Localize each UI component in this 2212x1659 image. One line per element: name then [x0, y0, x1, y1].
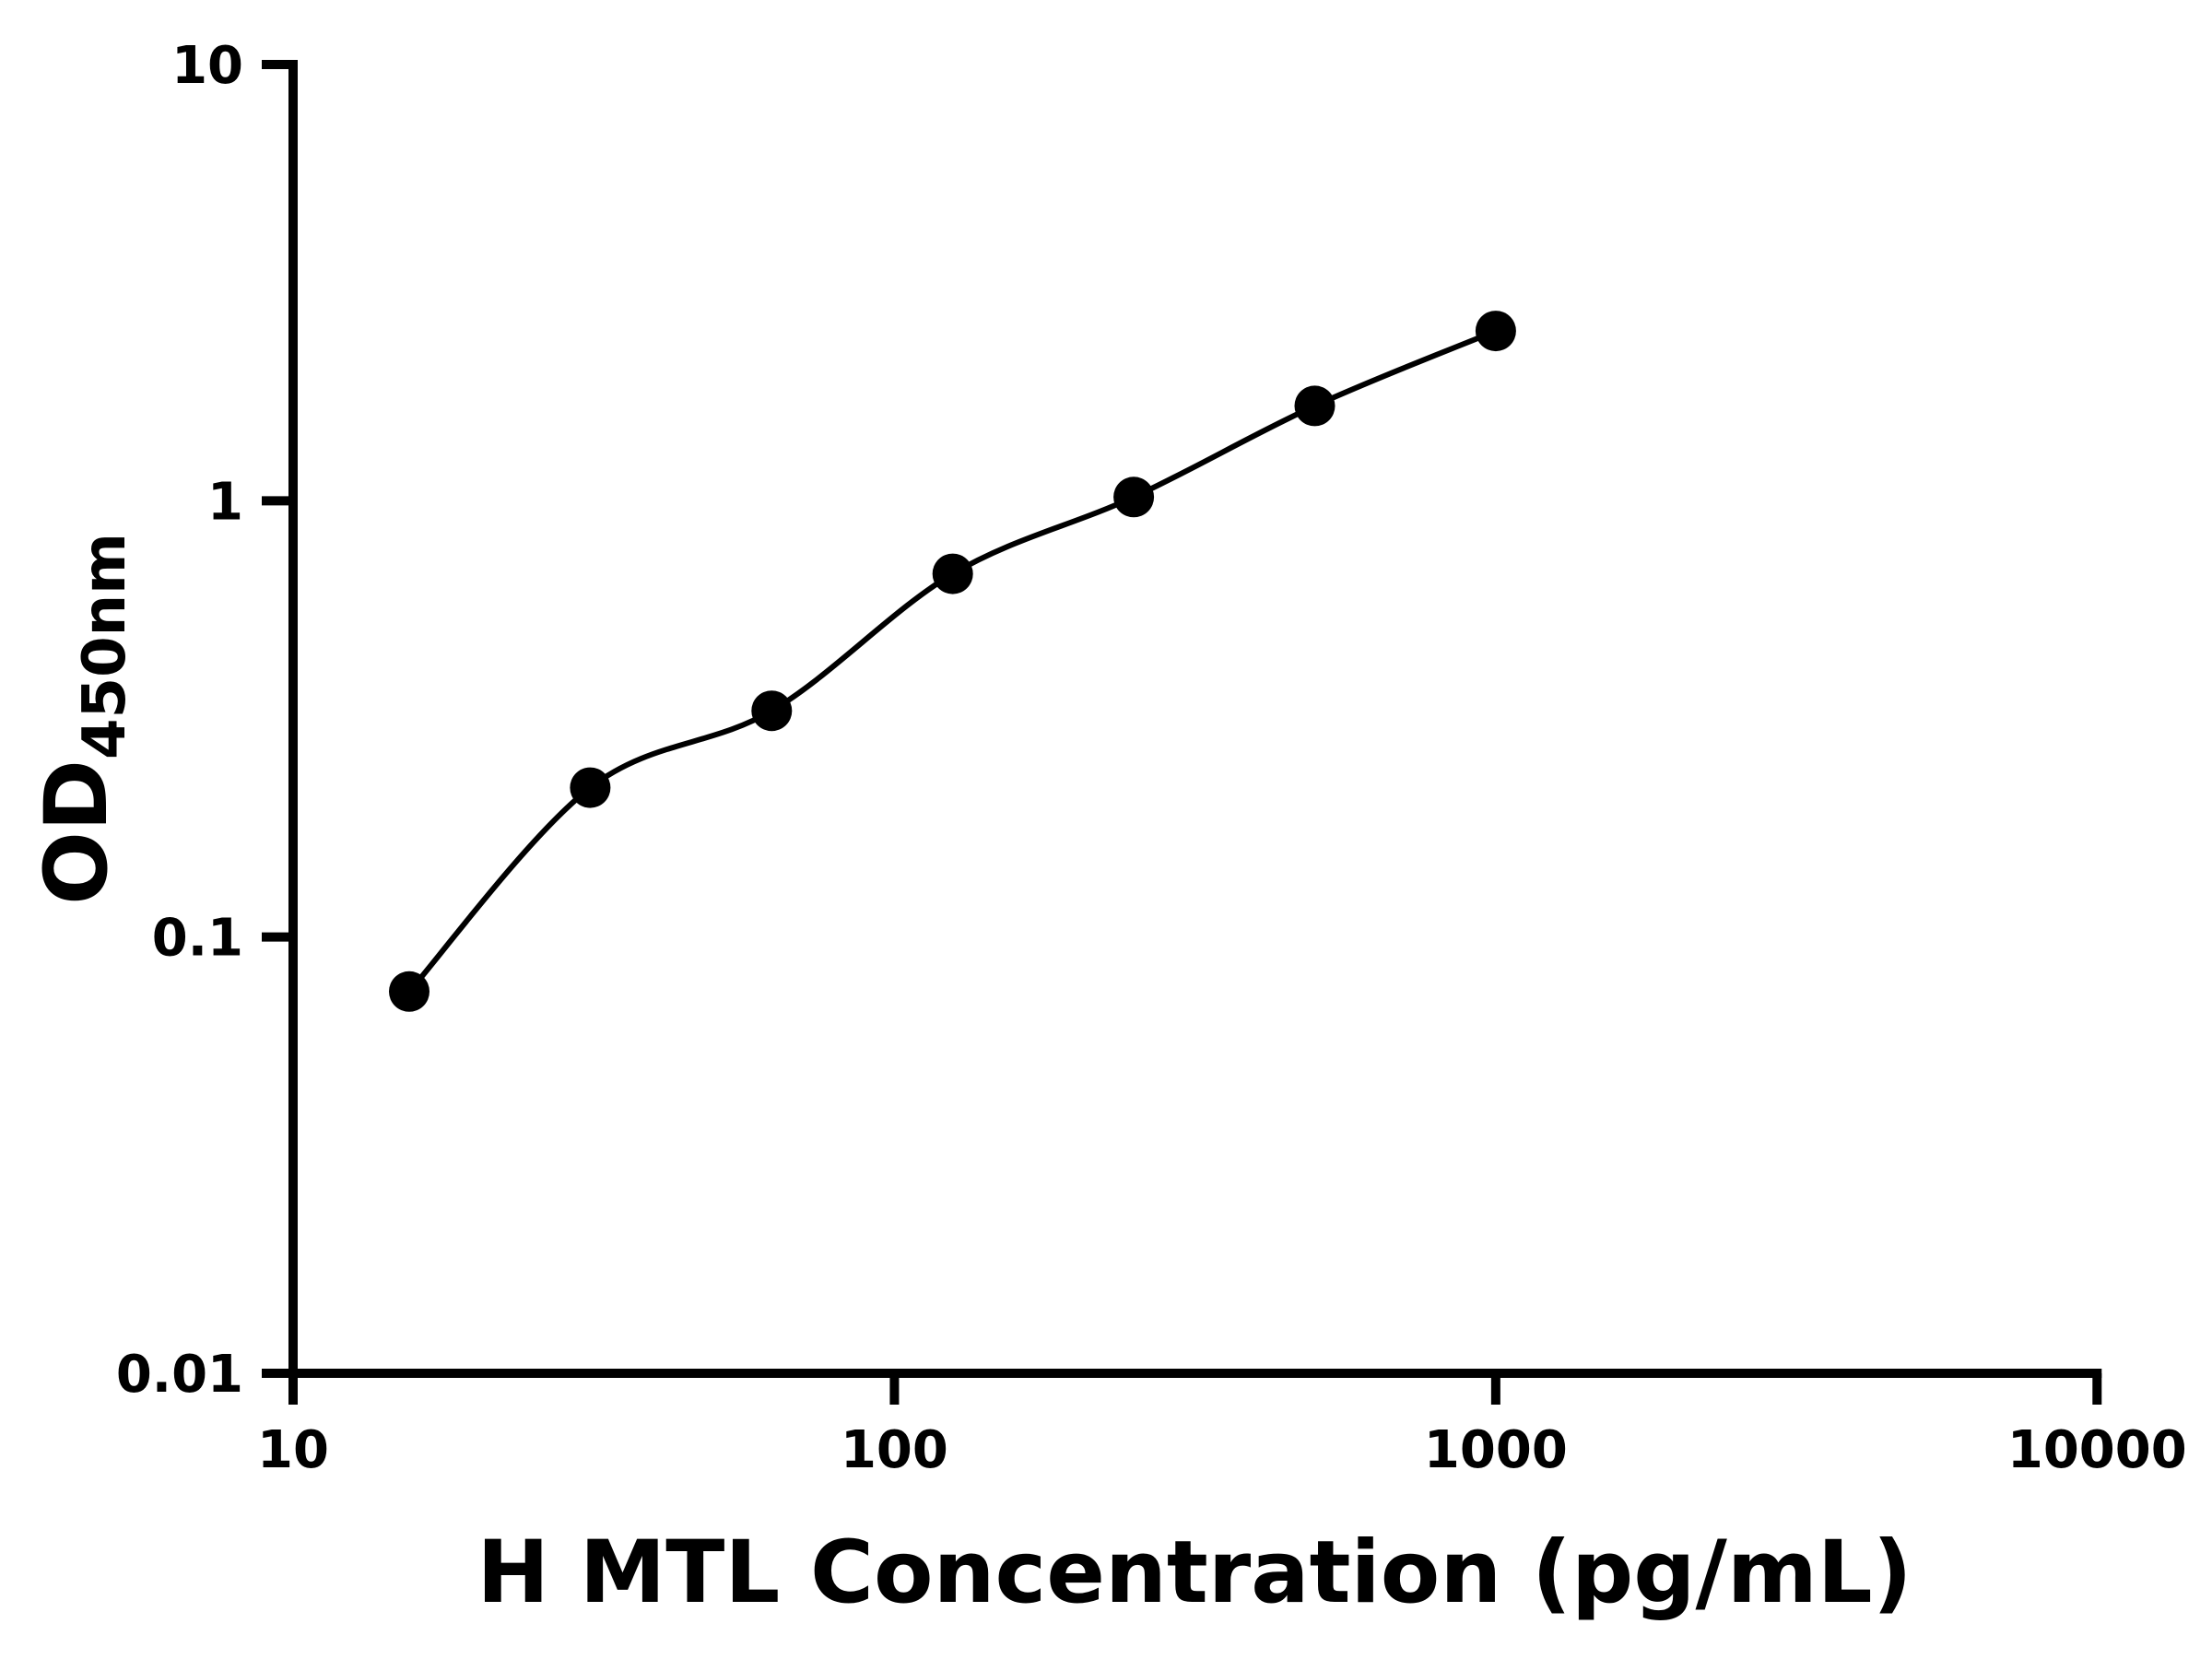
plot-area: 10 100 1000 10000 0.01 0.1 1 10 — [116, 36, 2187, 1480]
data-point — [570, 767, 611, 808]
x-tick-label: 10 — [257, 1420, 329, 1480]
data-point — [751, 690, 793, 732]
x-axis-title: H MTL Concentration (pg/mL) — [477, 1523, 1912, 1623]
data-point — [932, 553, 973, 594]
data-point — [389, 971, 429, 1012]
x-tick-label: 100 — [841, 1420, 948, 1480]
x-tick-label: 1000 — [1424, 1420, 1568, 1480]
y-tick-label: 0.1 — [152, 909, 243, 969]
y-tick-label: 0.01 — [116, 1345, 243, 1405]
x-tick-label: 10000 — [2007, 1420, 2187, 1480]
data-point — [1475, 311, 1516, 352]
y-axis-title-main: OD — [27, 759, 127, 905]
fit-curve — [406, 328, 1498, 994]
data-point — [1113, 477, 1155, 518]
y-axis-title-subscript: 450nm — [71, 533, 139, 759]
y-tick-label: 1 — [207, 472, 243, 532]
y-tick-label: 10 — [171, 36, 243, 96]
data-point — [1294, 385, 1335, 427]
y-axis-title: OD450nm — [27, 533, 139, 905]
